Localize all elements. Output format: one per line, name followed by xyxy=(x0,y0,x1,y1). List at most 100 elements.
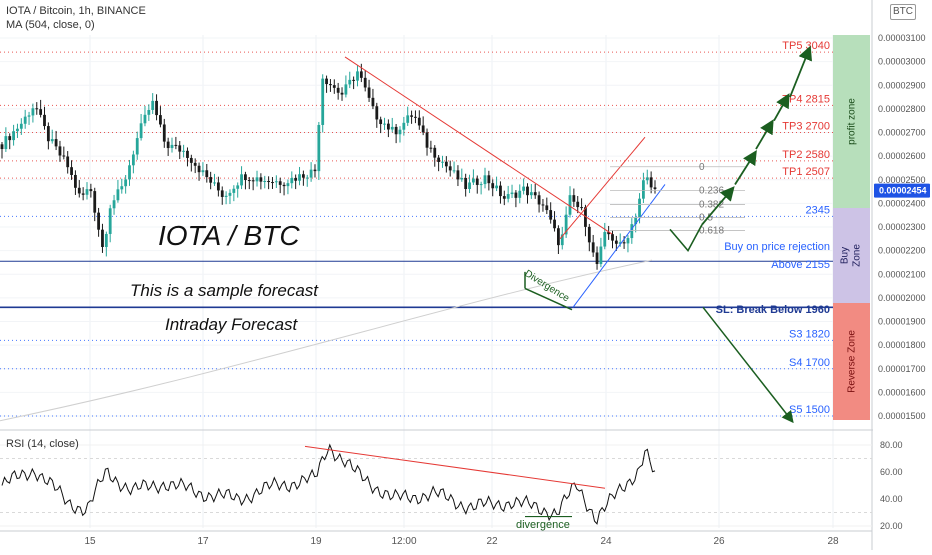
candle-down xyxy=(502,196,506,199)
symbol-legend: IOTA / Bitcoin, 1h, BINANCE xyxy=(6,5,146,17)
candle-down xyxy=(456,170,460,180)
candle-down xyxy=(591,242,595,253)
time-tick-label: 15 xyxy=(84,536,96,547)
candle-up xyxy=(522,186,526,191)
candle-up xyxy=(406,115,410,123)
candle-down xyxy=(336,87,340,93)
rsi-line xyxy=(1,443,656,525)
candle-up xyxy=(224,195,228,197)
candle-down xyxy=(448,166,452,171)
candle-up xyxy=(4,136,8,150)
candle-down xyxy=(259,177,263,182)
forecast-down-arrow xyxy=(702,306,794,424)
level-label: S5 1500 xyxy=(789,404,830,416)
candle-up xyxy=(201,170,205,173)
candle-down xyxy=(414,116,417,118)
candle-up xyxy=(27,115,31,117)
divergence-line-b xyxy=(524,287,573,311)
candle-down xyxy=(174,144,178,146)
candle-down xyxy=(464,178,468,190)
candle-down xyxy=(379,119,383,125)
candle-down xyxy=(363,77,367,88)
candle-down xyxy=(193,162,197,166)
candles xyxy=(0,63,657,270)
candle-down xyxy=(251,180,255,182)
candle-up xyxy=(16,128,19,132)
buy-zone-label-1: Buy xyxy=(840,247,851,264)
candle-up xyxy=(603,232,607,247)
candle-down xyxy=(70,167,73,175)
time-tick-label: 26 xyxy=(713,536,725,547)
candle-up xyxy=(213,182,216,184)
candle-down xyxy=(359,71,363,78)
candle-up xyxy=(124,179,128,187)
candle-up xyxy=(460,178,464,180)
candle-down xyxy=(417,117,421,126)
candle-up xyxy=(468,182,471,190)
price-tick-label: 0.00001600 xyxy=(878,387,926,397)
price-tick-label: 0.00002100 xyxy=(878,269,926,279)
level-label: TP1 2507 xyxy=(782,166,830,178)
zones: profit zone Buy Zone Reverse Zone xyxy=(833,35,870,420)
candle-down xyxy=(278,181,282,185)
candle-up xyxy=(139,123,143,139)
ma-504-line xyxy=(0,259,653,422)
candle-down xyxy=(553,219,556,229)
candle-down xyxy=(649,177,653,188)
candle-up xyxy=(85,189,89,195)
candle-down xyxy=(166,141,170,149)
drawings: 0 0.236 0.382 0.5 0.618 xyxy=(344,45,813,424)
candle-down xyxy=(587,226,591,243)
time-tick-label: 28 xyxy=(827,536,839,547)
candle-down xyxy=(162,124,166,142)
candle-down xyxy=(410,115,413,117)
candle-down xyxy=(526,186,529,196)
candle-up xyxy=(274,181,278,183)
candle-down xyxy=(437,157,441,162)
time-tick-label: 17 xyxy=(197,536,209,547)
candle-up xyxy=(568,195,572,215)
rsi-tick-label: 40.00 xyxy=(880,494,903,504)
candle-down xyxy=(81,193,85,195)
profit-zone-label: profit zone xyxy=(847,98,858,145)
candle-up xyxy=(104,233,108,247)
price-tick-label: 0.00002300 xyxy=(878,222,926,232)
candle-up xyxy=(309,169,313,178)
candle-up xyxy=(143,114,147,124)
candle-up xyxy=(120,186,124,190)
candle-down xyxy=(77,187,81,194)
candle-down xyxy=(282,184,286,187)
rsi-pane: divergence xyxy=(0,443,872,531)
candle-down xyxy=(89,189,93,192)
price-tick-label: 0.00002000 xyxy=(878,293,926,303)
candle-down xyxy=(444,161,448,167)
price-tick-label: 0.00001900 xyxy=(878,317,926,327)
currency-button[interactable]: BTC xyxy=(890,4,916,20)
level-label: TP3 2700 xyxy=(782,121,830,133)
candle-down xyxy=(499,185,502,197)
candle-up xyxy=(263,180,267,182)
candle-down xyxy=(541,204,545,206)
reverse-zone xyxy=(833,303,870,420)
candle-up xyxy=(479,184,483,186)
candle-down xyxy=(101,229,104,247)
downtrend-line xyxy=(344,56,613,235)
level-label: S4 1700 xyxy=(789,357,830,369)
candle-up xyxy=(599,246,603,265)
candle-up xyxy=(255,177,259,182)
candle-down xyxy=(425,132,429,148)
candle-down xyxy=(247,180,251,182)
buy-zone-label-2: Zone xyxy=(852,244,863,267)
candle-down xyxy=(8,136,12,141)
rsi-legend: RSI (14, close) xyxy=(6,438,79,450)
candle-up xyxy=(495,185,498,189)
candle-down xyxy=(557,228,560,246)
candle-down xyxy=(433,147,437,158)
candle-up xyxy=(344,84,348,95)
candle-down xyxy=(386,123,390,130)
candle-down xyxy=(205,170,209,178)
annotations: IOTA / BTC This is a sample forecast Intra… xyxy=(130,220,830,334)
price-tick-label: 0.00002600 xyxy=(878,151,926,161)
fib-label: 0.236 xyxy=(699,185,724,196)
